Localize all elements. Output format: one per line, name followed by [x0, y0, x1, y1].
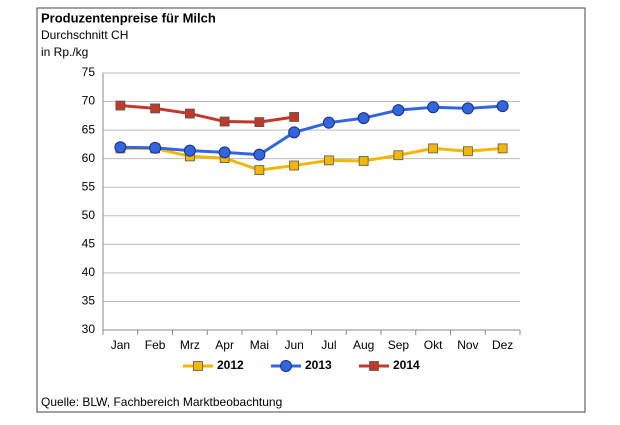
legend-marker — [369, 361, 379, 371]
data-point — [357, 112, 370, 125]
data-point — [219, 116, 230, 127]
y-tick-label: 40 — [82, 265, 96, 279]
data-point — [183, 144, 196, 157]
x-tick-label: Feb — [145, 338, 166, 352]
legend-label: 2012 — [217, 358, 244, 372]
y-tick-label: 35 — [82, 294, 96, 308]
chart-frame — [36, 7, 586, 413]
legend-label: 2014 — [393, 358, 420, 372]
data-point — [393, 150, 404, 161]
data-point — [428, 143, 439, 154]
data-point — [289, 160, 300, 171]
y-tick-label: 50 — [82, 208, 96, 222]
data-point — [288, 126, 301, 139]
x-tick-label: Mai — [250, 338, 269, 352]
data-point — [322, 116, 335, 129]
y-tick-label: 75 — [82, 65, 96, 79]
data-point — [254, 117, 265, 128]
x-tick-label: Okt — [424, 338, 443, 352]
x-tick-label: Sep — [388, 338, 410, 352]
data-point — [289, 112, 300, 122]
data-point — [254, 165, 265, 175]
data-point — [184, 108, 195, 119]
x-tick-label: Mrz — [180, 338, 200, 352]
x-tick-label: Jun — [284, 338, 303, 352]
data-point — [462, 146, 473, 157]
source-note: Quelle: BLW, Fachbereich Marktbeobachtun… — [41, 395, 282, 409]
y-tick-label: 30 — [82, 322, 96, 336]
y-tick-label: 55 — [82, 179, 96, 193]
y-axis-label: in Rp./kg — [41, 45, 88, 59]
x-tick-label: Jul — [321, 338, 336, 352]
series-line — [120, 104, 295, 124]
series-line — [120, 146, 503, 172]
data-point — [253, 148, 266, 161]
chart-subtitle: Durchschnitt CH — [41, 28, 128, 42]
y-tick-label: 60 — [82, 151, 96, 165]
data-point — [114, 141, 127, 154]
y-tick-label: 70 — [82, 94, 96, 108]
data-point — [427, 101, 440, 114]
data-point — [150, 103, 161, 114]
data-point — [323, 155, 334, 166]
legend-marker — [193, 361, 203, 371]
data-point — [392, 104, 405, 117]
x-tick-label: Apr — [215, 338, 234, 352]
x-tick-label: Jan — [111, 338, 130, 352]
y-tick-label: 45 — [82, 237, 96, 251]
data-point — [358, 156, 369, 166]
data-point — [218, 146, 231, 159]
legend-marker — [280, 360, 292, 372]
x-tick-label: Aug — [353, 338, 374, 352]
legend-label: 2013 — [305, 358, 332, 372]
y-tick-label: 65 — [82, 122, 96, 136]
x-tick-label: Nov — [457, 338, 478, 352]
data-point — [461, 102, 474, 115]
data-point — [497, 143, 508, 154]
data-point — [149, 141, 162, 154]
data-point — [115, 100, 126, 111]
data-point — [496, 100, 509, 113]
chart-title: Produzentenpreise für Milch — [41, 10, 216, 25]
x-tick-label: Dez — [492, 338, 513, 352]
